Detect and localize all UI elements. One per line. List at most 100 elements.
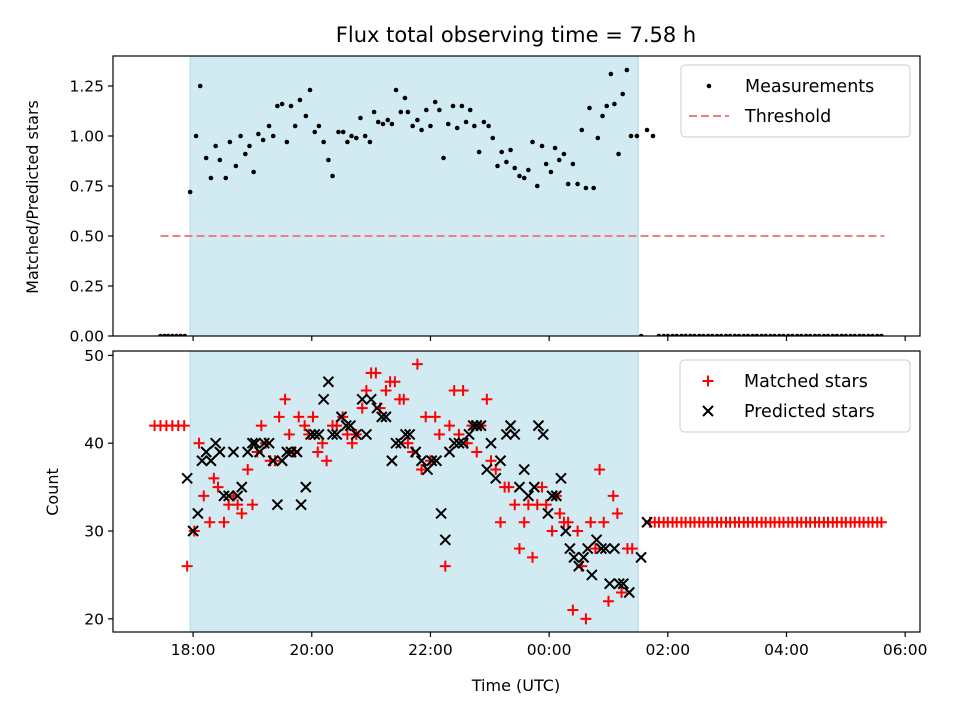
measurements-point (499, 149, 504, 155)
matched-stars-point (554, 507, 566, 519)
predicted-stars-point (425, 455, 438, 467)
matched-stars-point (518, 516, 530, 528)
y-tick-label: 1.00 (69, 128, 104, 146)
measurements-point (517, 173, 522, 179)
matched-stars-point (321, 455, 333, 467)
predicted-stars-point (617, 577, 630, 590)
measurements-point (251, 169, 256, 175)
measurements-point (330, 173, 335, 179)
observing-window-span (189, 55, 639, 337)
measurements-point (410, 123, 415, 129)
measurements-point (238, 133, 243, 139)
matched-stars-point (356, 402, 368, 414)
predicted-stars-point (586, 569, 598, 581)
matched-stars-point (218, 516, 230, 528)
measurements-point (227, 139, 233, 145)
measurements-point (197, 83, 203, 89)
matched-stars-point (193, 437, 205, 449)
matched-stars-point (246, 499, 258, 511)
predicted-stars-point (494, 455, 507, 467)
predicted-stars-point (608, 542, 621, 555)
matched-stars-point (420, 411, 432, 423)
y-tick-label: 30 (84, 523, 104, 541)
matched-stars-point (411, 358, 423, 370)
measurements-point (385, 117, 391, 123)
y-tick-label: 50 (84, 347, 104, 365)
predicted-stars-point (196, 455, 208, 467)
measurements-point (303, 113, 309, 119)
measurements-point (579, 127, 585, 133)
matched-stars-point (204, 516, 216, 528)
measurements-point (371, 109, 377, 115)
measurements-point (321, 139, 326, 145)
predicted-stars-point (471, 419, 483, 432)
x-tick-label: 06:00 (883, 641, 928, 659)
measurements-point (415, 117, 420, 123)
predicted-stars-point (500, 428, 513, 441)
predicted-stars-point (577, 551, 590, 564)
predicted-stars-legend-marker (702, 405, 714, 417)
predicted-stars-point (635, 551, 647, 564)
measurements-point (512, 165, 518, 171)
predicted-stars-point (546, 490, 558, 502)
predicted-stars-point (590, 534, 603, 546)
matched-stars-legend-marker (702, 375, 714, 387)
matched-stars-point (481, 393, 493, 405)
predicted-stars-point (214, 446, 226, 458)
predicted-stars-point (399, 428, 412, 441)
measurements-point (591, 185, 596, 191)
predicted-stars-point (200, 446, 212, 458)
chart-title: Flux total observing time = 7.58 h (336, 23, 696, 47)
predicted-stars-point (641, 516, 653, 528)
predicted-stars-point (258, 437, 271, 449)
predicted-stars-point (263, 437, 275, 449)
matched-stars-point (389, 376, 401, 388)
y-tick-label: 40 (84, 435, 104, 453)
measurements-point (233, 163, 239, 169)
matched-stars-point (443, 420, 455, 432)
matched-stars-point (527, 551, 539, 563)
measurements-point (297, 97, 303, 103)
predicted-stars-point (300, 481, 312, 493)
predicted-stars-point (573, 560, 585, 572)
y-tick-label: 20 (84, 610, 104, 628)
matched-stars-point (312, 446, 324, 458)
matched-stars-point (303, 428, 315, 440)
predicted-stars-point (386, 455, 398, 467)
measurements-point (634, 133, 640, 139)
predicted-stars-legend-label: Predicted stars (744, 402, 875, 422)
x-tick-label: 22:00 (408, 641, 453, 659)
matched-stars-point (236, 507, 248, 519)
measurements-point (441, 155, 446, 161)
measurements-point (565, 181, 571, 187)
matched-stars-point (607, 490, 619, 502)
measurements-point (247, 143, 252, 149)
matched-stars-point (232, 499, 244, 511)
measurements-point (508, 147, 513, 153)
measurements-point (405, 109, 411, 115)
measurements-point (616, 151, 621, 157)
predicted-stars-point (281, 446, 293, 458)
matched-stars-point (626, 543, 638, 555)
matched-stars-point (402, 437, 414, 449)
measurements-point (389, 121, 395, 127)
y-tick-label: 0.00 (69, 328, 104, 346)
predicted-stars-point (599, 542, 612, 555)
predicted-stars-point (249, 437, 262, 449)
legend-box (679, 359, 911, 433)
measurements-point (445, 121, 451, 127)
measurements-point (402, 95, 408, 101)
predicted-stars-point (271, 498, 284, 511)
measurements-point (575, 181, 580, 187)
predicted-stars-point (360, 428, 373, 441)
predicted-stars-point (595, 542, 608, 555)
observing-window-span (189, 350, 639, 633)
predicted-stars-point (223, 490, 235, 502)
measurements-point (450, 103, 456, 109)
measurements-point (260, 137, 266, 143)
predicted-stars-point (309, 428, 321, 441)
matched-stars-point (429, 411, 441, 423)
matched-stars-point (293, 411, 305, 423)
predicted-stars-point (317, 393, 330, 406)
matched-stars-point (380, 385, 392, 397)
